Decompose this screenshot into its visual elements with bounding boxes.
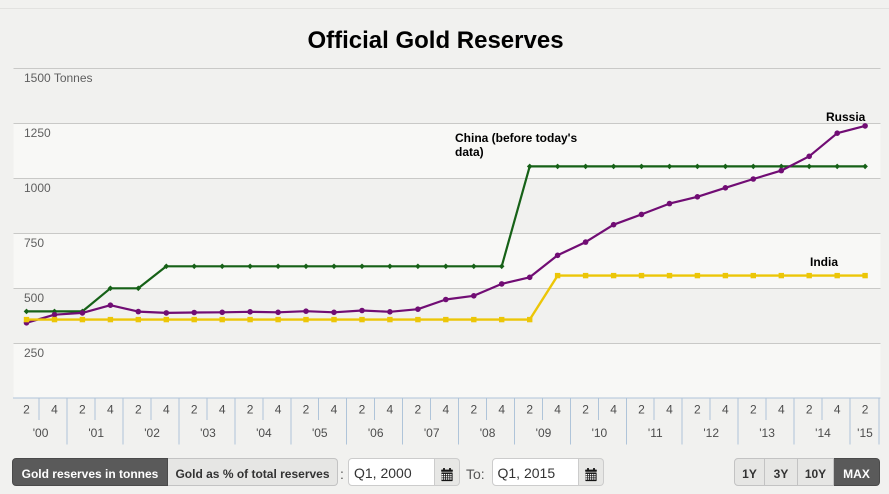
svg-text:2: 2 (359, 403, 366, 417)
svg-text:1250: 1250 (24, 126, 51, 140)
svg-text:2: 2 (750, 403, 757, 417)
svg-text:'06: '06 (368, 426, 384, 440)
svg-text:4: 4 (778, 403, 785, 417)
svg-text:'09: '09 (536, 426, 552, 440)
svg-text:2: 2 (526, 403, 533, 417)
svg-text:4: 4 (834, 403, 841, 417)
svg-text:4: 4 (387, 403, 394, 417)
svg-text:2: 2 (470, 403, 477, 417)
svg-text:4: 4 (331, 403, 338, 417)
svg-text:4: 4 (275, 403, 282, 417)
svg-text:'01: '01 (88, 426, 104, 440)
svg-text:4: 4 (498, 403, 505, 417)
svg-text:'04: '04 (256, 426, 272, 440)
svg-text:2: 2 (191, 403, 198, 417)
svg-text:'13: '13 (759, 426, 775, 440)
svg-text:4: 4 (51, 403, 58, 417)
svg-text:2: 2 (135, 403, 142, 417)
svg-text:2: 2 (694, 403, 701, 417)
svg-text:4: 4 (666, 403, 673, 417)
svg-text:4: 4 (219, 403, 226, 417)
svg-text:'08: '08 (480, 426, 496, 440)
svg-text:4: 4 (442, 403, 449, 417)
svg-text:4: 4 (163, 403, 170, 417)
svg-text:2: 2 (638, 403, 645, 417)
svg-text:2: 2 (79, 403, 86, 417)
svg-text:2: 2 (582, 403, 589, 417)
svg-text:'05: '05 (312, 426, 328, 440)
svg-text:2: 2 (23, 403, 30, 417)
svg-text:4: 4 (610, 403, 617, 417)
svg-text:4: 4 (554, 403, 561, 417)
svg-text:'12: '12 (703, 426, 719, 440)
svg-text:250: 250 (24, 346, 44, 360)
svg-text:750: 750 (24, 236, 44, 250)
svg-text:1000: 1000 (24, 181, 51, 195)
svg-text:2: 2 (415, 403, 422, 417)
svg-text:4: 4 (722, 403, 729, 417)
svg-text:'14: '14 (815, 426, 831, 440)
svg-text:'15: '15 (857, 426, 873, 440)
svg-text:'03: '03 (200, 426, 216, 440)
svg-text:1500 Tonnes: 1500 Tonnes (24, 71, 93, 85)
svg-text:2: 2 (247, 403, 254, 417)
svg-text:2: 2 (862, 403, 869, 417)
svg-text:2: 2 (303, 403, 310, 417)
svg-text:'11: '11 (648, 426, 663, 440)
svg-text:4: 4 (107, 403, 114, 417)
svg-text:'02: '02 (144, 426, 160, 440)
svg-text:2: 2 (806, 403, 813, 417)
svg-text:'00: '00 (33, 426, 49, 440)
svg-text:500: 500 (24, 291, 44, 305)
svg-text:'10: '10 (592, 426, 608, 440)
svg-text:'07: '07 (424, 426, 440, 440)
